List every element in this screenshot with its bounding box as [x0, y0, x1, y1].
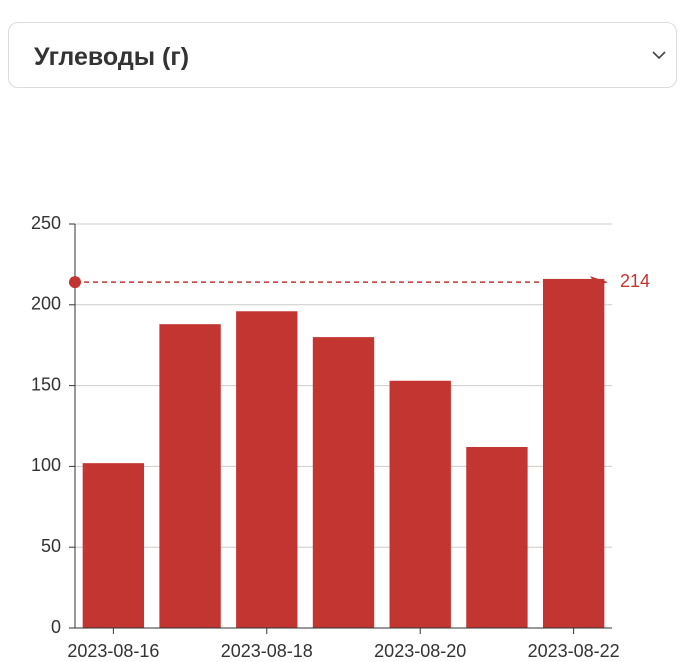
bar: [159, 324, 221, 628]
y-tick-label: 100: [31, 455, 61, 475]
y-tick-label: 50: [41, 536, 61, 556]
y-tick-label: 0: [51, 617, 61, 637]
x-tick-label: 2023-08-20: [374, 641, 466, 661]
x-tick-label: 2023-08-22: [528, 641, 620, 661]
y-tick-label: 250: [31, 213, 61, 233]
metric-select[interactable]: Углеводы (г): [8, 22, 677, 88]
x-tick-label: 2023-08-18: [221, 641, 313, 661]
mark-line-start: [69, 276, 81, 289]
bar: [542, 278, 605, 628]
y-tick-label: 200: [31, 294, 61, 314]
bar: [466, 447, 528, 628]
bar: [82, 463, 145, 628]
x-tick-label: 2023-08-16: [67, 641, 159, 661]
bar: [312, 337, 375, 628]
select-value: Углеводы (г): [34, 43, 190, 71]
bar: [236, 311, 298, 628]
mark-line-arrow: [590, 276, 608, 289]
bar: [389, 380, 451, 628]
y-tick-label: 150: [31, 374, 61, 394]
chevron: [652, 51, 666, 60]
mark-line-label: 214: [620, 271, 650, 291]
